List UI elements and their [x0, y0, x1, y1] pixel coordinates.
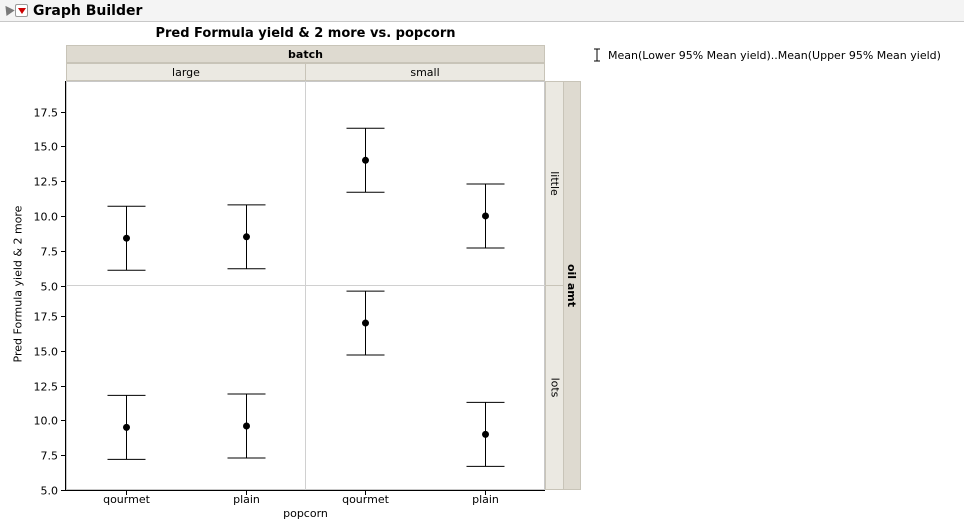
column-header-large[interactable]: large [66, 63, 306, 81]
mean-point-little-large-qourmet [123, 234, 130, 242]
y-tick-label: 17.5 [34, 107, 59, 120]
y-tick-label: 15.0 [34, 141, 59, 154]
column-label-large: large [172, 65, 200, 79]
mean-point-lots-small-plain [482, 430, 489, 438]
y-tick-label: 15.0 [34, 346, 59, 359]
chart-title: Pred Formula yield & 2 more vs. popcorn [155, 26, 456, 41]
disclosure-triangle-icon[interactable] [1, 2, 15, 17]
column-header-small[interactable]: small [305, 63, 545, 81]
y-tick-label: 12.5 [34, 381, 59, 394]
row-label-lots: lots [548, 377, 561, 398]
x-tick-label-qourmet: qourmet [103, 493, 150, 506]
y-tick-label: 5.0 [41, 281, 59, 294]
plot-frame [66, 81, 545, 490]
oil-amt-group-label: oil amt [565, 263, 579, 308]
graph-builder-outline-header: Graph Builder [0, 0, 964, 22]
batch-group-header[interactable]: batch [66, 45, 545, 63]
error-bar-legend-icon [594, 48, 600, 62]
y-tick-label: 7.5 [41, 246, 59, 259]
mean-point-lots-large-plain [243, 422, 250, 430]
oil-amt-group-header[interactable]: oil amt [563, 81, 581, 490]
y-tick-label: 10.0 [34, 415, 59, 428]
red-triangle-menu-button[interactable] [15, 4, 28, 17]
x-axis-label: popcorn [283, 507, 328, 520]
row-header-little[interactable]: little [545, 81, 564, 286]
y-tick-label: 10.0 [34, 211, 59, 224]
mean-point-lots-small-qourmet [362, 319, 369, 327]
legend: Mean(Lower 95% Mean yield)..Mean(Upper 9… [592, 48, 941, 62]
y-tick-label: 12.5 [34, 176, 59, 189]
y-axis-label: Pred Formula yield & 2 more [11, 205, 25, 363]
outline-title: Graph Builder [33, 3, 143, 19]
column-label-small: small [410, 65, 440, 79]
red-triangle-icon [18, 8, 26, 14]
y-tick-label: 17.5 [34, 311, 59, 324]
x-tick-label-plain: plain [472, 493, 499, 506]
row-header-lots[interactable]: lots [545, 285, 564, 490]
legend-label: Mean(Lower 95% Mean yield)..Mean(Upper 9… [608, 48, 941, 62]
mean-point-little-large-plain [243, 233, 250, 241]
x-tick-label-plain: plain [233, 493, 260, 506]
y-tick-label: 7.5 [41, 450, 59, 463]
mean-point-little-small-qourmet [362, 156, 369, 164]
y-tick-label: 5.0 [41, 485, 59, 498]
row-label-little: little [548, 171, 561, 196]
mean-point-lots-large-qourmet [123, 423, 130, 431]
mean-point-little-small-plain [482, 212, 489, 220]
batch-group-label: batch [288, 47, 323, 61]
x-tick-label-qourmet: qourmet [342, 493, 389, 506]
